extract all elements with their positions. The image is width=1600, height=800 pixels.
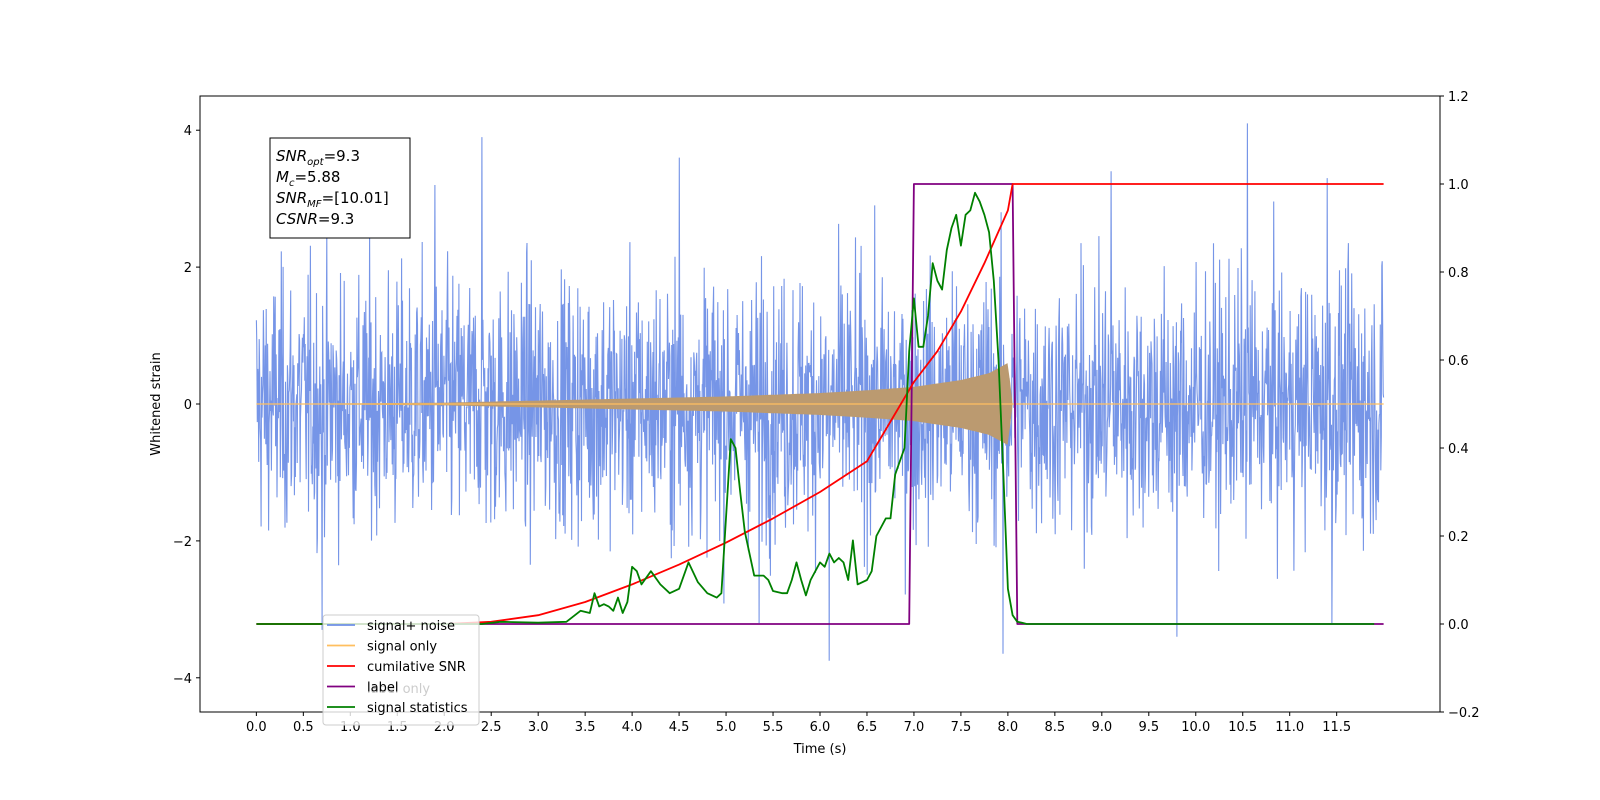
info-symbol: CSNR [276, 210, 318, 228]
x-tick-label: 0.5 [293, 720, 314, 735]
x-tick-label: 11.0 [1275, 720, 1304, 735]
y-right-tick-label: 1.0 [1448, 178, 1469, 193]
x-tick-label: 7.5 [951, 720, 972, 735]
x-tick-label: 8.0 [998, 720, 1019, 735]
y-axis-right: 1.2 1.0 0.8 0.6 0.4 0.2 0.0 −0.2 [1440, 90, 1480, 721]
x-tick-label: 4.5 [669, 720, 690, 735]
signal-plus-noise-line [255, 123, 1385, 661]
x-tick-label: 6.0 [810, 720, 831, 735]
info-symbol: SNR [276, 147, 307, 165]
legend-label: label [367, 681, 398, 696]
y-right-tick-label: 0.4 [1448, 442, 1469, 457]
signal-plus-noise-series [255, 123, 1385, 661]
y-right-tick-label: 0.0 [1448, 618, 1469, 633]
x-tick-label: 9.0 [1091, 720, 1112, 735]
x-tick-label: 10.5 [1228, 720, 1257, 735]
x-tick-label: 11.5 [1322, 720, 1351, 735]
legend-label: cumilative SNR [367, 660, 466, 675]
info-box-frame [269, 137, 411, 239]
signal-statistics-line [256, 191, 1375, 625]
x-tick-label: 7.0 [904, 720, 925, 735]
y-right-tick-label: 0.8 [1448, 266, 1469, 281]
y-right-tick-label: −0.2 [1448, 706, 1480, 721]
info-symbol: SNR [276, 189, 307, 207]
info-symbol: M [276, 168, 289, 186]
cumilative-snr-line [256, 183, 1384, 625]
x-tick-label: 4.0 [622, 720, 643, 735]
legend-label: signal only [367, 640, 437, 655]
legend-label: signal+ noise [367, 619, 455, 634]
y-right-tick-label: 0.6 [1448, 354, 1469, 369]
info-line: Mc=5.88 [276, 168, 340, 189]
info-subscript: c [289, 178, 295, 189]
x-tick-label: 10.0 [1181, 720, 1210, 735]
y-left-tick-label: 4 [184, 124, 192, 139]
y-axis-left: 4 2 0 −2 −4 [173, 124, 200, 687]
info-line: CSNR=9.3 [276, 210, 354, 228]
y-left-tick-label: −4 [173, 672, 192, 687]
x-tick-label: 3.0 [528, 720, 549, 735]
x-tick-label: 0.0 [246, 720, 267, 735]
x-axis-label: Time (s) [793, 742, 847, 757]
legend: label only signal+ noise signal only cumila… [322, 614, 480, 726]
info-value: =[10.01] [322, 189, 389, 207]
info-subscript: opt [307, 157, 324, 168]
x-tick-label: 5.5 [763, 720, 784, 735]
x-tick-label: 9.5 [1138, 720, 1159, 735]
x-tick-label: 5.0 [716, 720, 737, 735]
x-tick-label: 3.5 [575, 720, 596, 735]
y-right-tick-label: 1.2 [1448, 90, 1469, 105]
x-tick-label: 2.5 [481, 720, 502, 735]
info-value: =9.3 [318, 210, 354, 228]
legend-frame [322, 614, 480, 726]
info-line: SNRMF=[10.01] [276, 189, 389, 210]
info-line: SNRopt=9.3 [276, 147, 360, 168]
signal-only-series [256, 363, 1384, 445]
legend-label: signal statistics [367, 701, 468, 716]
info-subscript: MF [307, 199, 322, 210]
x-tick-label: 6.5 [857, 720, 878, 735]
y-left-tick-label: 0 [184, 398, 192, 413]
legend-hidden-text: label only [367, 682, 430, 697]
x-tick-label: 8.5 [1045, 720, 1066, 735]
y-left-tick-label: 2 [184, 261, 192, 276]
right-axis-series [256, 183, 1384, 625]
info-value: =9.3 [324, 147, 360, 165]
y-right-tick-label: 0.2 [1448, 530, 1469, 545]
info-value: =5.88 [294, 168, 340, 186]
y-left-tick-label: −2 [173, 535, 192, 550]
y-axis-left-label: Whitened strain [149, 352, 164, 455]
